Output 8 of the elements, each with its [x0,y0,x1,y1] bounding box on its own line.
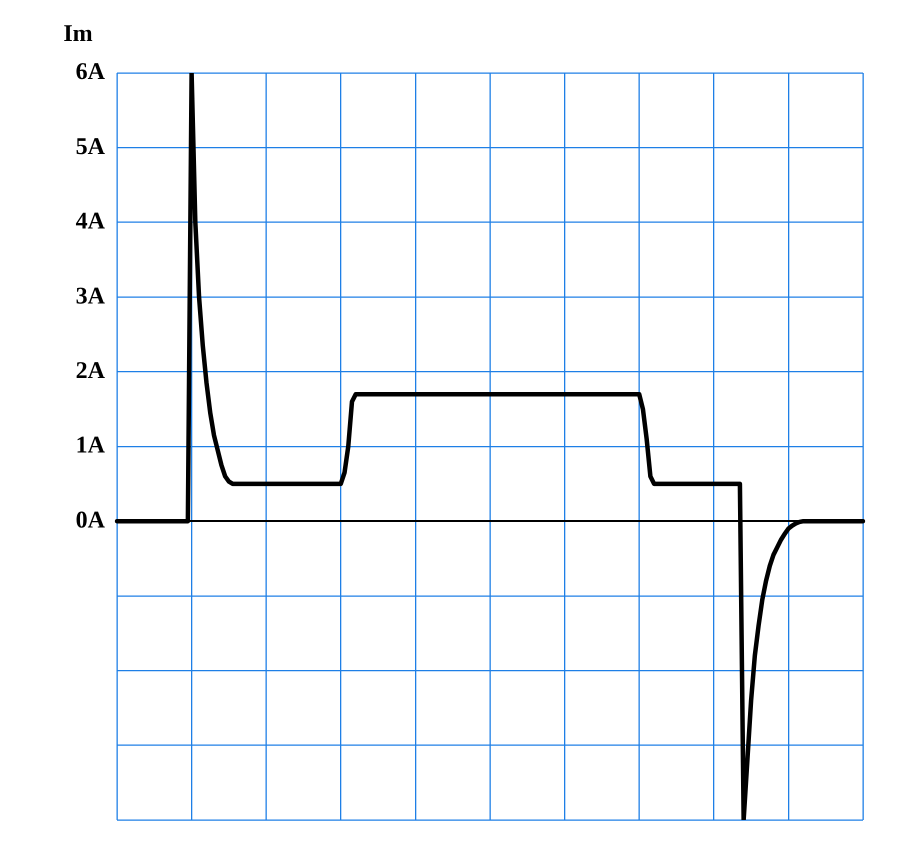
y-tick-label: 4A [76,208,106,235]
y-tick-label: 2A [76,358,106,384]
y-tick-label: 5A [76,134,106,160]
y-axis-title: Im [63,21,93,48]
y-tick-label: 6A [76,59,106,86]
y-tick-label: 3A [76,283,106,310]
y-tick-label: 1A [76,432,106,459]
y-tick-label: 0A [76,507,106,534]
